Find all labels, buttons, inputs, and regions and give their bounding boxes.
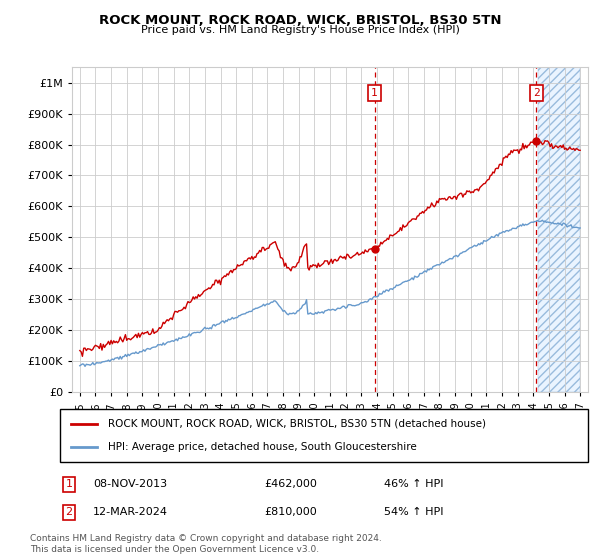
- Text: 1: 1: [65, 479, 73, 489]
- Text: 12-MAR-2024: 12-MAR-2024: [93, 507, 168, 517]
- Text: Price paid vs. HM Land Registry's House Price Index (HPI): Price paid vs. HM Land Registry's House …: [140, 25, 460, 35]
- Text: HPI: Average price, detached house, South Gloucestershire: HPI: Average price, detached house, Sout…: [107, 442, 416, 452]
- Text: This data is licensed under the Open Government Licence v3.0.: This data is licensed under the Open Gov…: [30, 545, 319, 554]
- Text: 46% ↑ HPI: 46% ↑ HPI: [384, 479, 443, 489]
- Text: ROCK MOUNT, ROCK ROAD, WICK, BRISTOL, BS30 5TN (detached house): ROCK MOUNT, ROCK ROAD, WICK, BRISTOL, BS…: [107, 419, 485, 429]
- Text: ROCK MOUNT, ROCK ROAD, WICK, BRISTOL, BS30 5TN: ROCK MOUNT, ROCK ROAD, WICK, BRISTOL, BS…: [99, 14, 501, 27]
- Text: 1: 1: [371, 88, 378, 98]
- Text: Contains HM Land Registry data © Crown copyright and database right 2024.: Contains HM Land Registry data © Crown c…: [30, 534, 382, 543]
- Text: 2: 2: [533, 88, 540, 98]
- Text: 08-NOV-2013: 08-NOV-2013: [93, 479, 167, 489]
- Text: 2: 2: [65, 507, 73, 517]
- Text: £462,000: £462,000: [264, 479, 317, 489]
- FancyBboxPatch shape: [60, 409, 588, 462]
- Text: £810,000: £810,000: [264, 507, 317, 517]
- Text: 54% ↑ HPI: 54% ↑ HPI: [384, 507, 443, 517]
